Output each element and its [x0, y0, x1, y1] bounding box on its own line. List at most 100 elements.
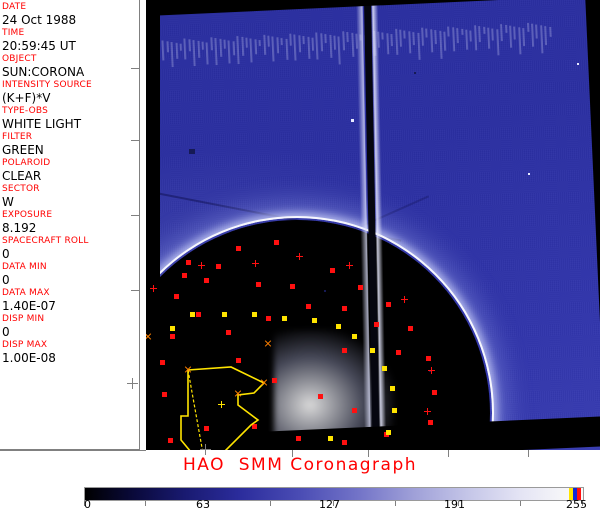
info-field: TIME 20:59:45 UT	[2, 28, 139, 53]
marker-point	[342, 440, 347, 445]
coronagraph-image[interactable]	[146, 0, 600, 450]
frame-corner	[146, 0, 160, 450]
marker-point	[266, 316, 271, 321]
dark-speck	[414, 72, 416, 74]
info-field-value: 0	[2, 325, 10, 339]
colorbar-tick	[520, 501, 521, 506]
marker-vertex	[264, 340, 271, 347]
marker-point-inner	[352, 334, 357, 339]
colorbar-tick	[270, 501, 271, 506]
marker-point	[186, 260, 191, 265]
marker-point	[168, 438, 173, 443]
marker-point-inner	[170, 326, 175, 331]
info-field-key: SPACECRAFT ROLL	[2, 236, 89, 246]
info-field: DATE 24 Oct 1988	[2, 2, 139, 27]
info-field-key: FILTER	[2, 132, 33, 142]
info-field-value: CLEAR	[2, 169, 42, 183]
info-field: SECTOR W	[2, 184, 139, 209]
colorbar-tick-label: 255	[566, 498, 587, 511]
marker-point-inner	[386, 430, 391, 435]
marker-point	[162, 392, 167, 397]
info-field-value: 1.40E-07	[2, 299, 56, 313]
marker-point	[342, 348, 347, 353]
info-field-key: TYPE-OBS	[2, 106, 49, 116]
marker-point	[352, 408, 357, 413]
star-point	[528, 173, 530, 175]
colorbar-tick-label: 63	[196, 498, 210, 511]
polygon-vertex	[184, 366, 191, 373]
colorbar-tick	[395, 501, 396, 506]
info-field: DATA MAX 1.40E-07	[2, 288, 139, 313]
colorbar-tick-label: 127	[319, 498, 340, 511]
marker-point	[408, 326, 413, 331]
info-field-value: 0	[2, 273, 10, 287]
marker-point	[226, 330, 231, 335]
marker-point-inner	[252, 312, 257, 317]
marker-point	[174, 294, 179, 299]
info-field: OBJECT SUN:CORONA	[2, 54, 139, 79]
info-field-key: OBJECT	[2, 54, 37, 64]
axis-baseline	[0, 450, 146, 451]
info-field-key: SECTOR	[2, 184, 40, 194]
marker-point	[296, 436, 301, 441]
info-field-key: POLAROID	[2, 158, 51, 168]
marker-point-inner	[390, 386, 395, 391]
info-field: EXPOSURE 8.192	[2, 210, 139, 235]
marker-point-inner	[328, 436, 333, 441]
colorbar-tick-label: 0	[84, 498, 91, 511]
observation-info-panel: DATE 24 Oct 1988 TIME 20:59:45 UT OBJECT…	[0, 0, 140, 450]
colorbar-labels: 0 63 127 191 255	[0, 498, 600, 512]
colorbar-tick	[458, 501, 459, 506]
marker-point	[290, 284, 295, 289]
marker-point	[342, 306, 347, 311]
info-field-key: DATA MAX	[2, 288, 50, 298]
colorbar-stripe-yellow	[569, 488, 573, 500]
marker-point	[318, 394, 323, 399]
colorbar-tick	[208, 501, 209, 506]
marker-point	[374, 322, 379, 327]
colorbar-ticks	[84, 501, 584, 507]
marker-point	[236, 246, 241, 251]
marker-point	[272, 378, 277, 383]
info-field-value: 20:59:45 UT	[2, 39, 76, 53]
info-field-value: 8.192	[2, 221, 37, 235]
info-field-value: 0	[2, 247, 10, 261]
axis-tick	[131, 68, 139, 69]
info-field-value: WHITE LIGHT	[2, 117, 82, 131]
info-field-key: EXPOSURE	[2, 210, 53, 220]
info-field-key: DATE	[2, 2, 27, 12]
marker-point	[386, 302, 391, 307]
marker-point	[306, 304, 311, 309]
info-field: DISP MAX 1.00E-08	[2, 340, 139, 365]
axis-tick	[368, 450, 369, 457]
info-field-key: DATA MIN	[2, 262, 47, 272]
colorbar-ramp	[84, 487, 584, 501]
info-field: INTENSITY SOURCE (K+F)*V	[2, 80, 139, 105]
axis-tick	[131, 215, 139, 216]
colorbar-tick	[582, 501, 583, 506]
info-field: DISP MIN 0	[2, 314, 139, 339]
info-field: POLAROID CLEAR	[2, 158, 139, 183]
marker-point-inner	[392, 408, 397, 413]
marker-point	[274, 240, 279, 245]
info-field-value: 24 Oct 1988	[2, 13, 77, 27]
marker-point	[160, 360, 165, 365]
marker-point-inner	[370, 348, 375, 353]
figure-title: HAO SMM Coronagraph	[182, 455, 418, 475]
marker-point-inner	[382, 366, 387, 371]
axis-tick	[131, 290, 139, 291]
marker-point	[432, 390, 437, 395]
colorbar-tick	[84, 501, 85, 506]
info-field-value: W	[2, 195, 14, 209]
info-field-value: GREEN	[2, 143, 44, 157]
marker-point	[252, 424, 257, 429]
colorbar[interactable]	[84, 487, 584, 501]
marker-point	[426, 356, 431, 361]
marker-point	[428, 420, 433, 425]
marker-point	[204, 278, 209, 283]
marker-point	[330, 268, 335, 273]
marker-point	[204, 426, 209, 431]
marker-point-inner	[336, 324, 341, 329]
polygon-vertex	[234, 390, 241, 397]
axis-tick	[131, 140, 139, 141]
